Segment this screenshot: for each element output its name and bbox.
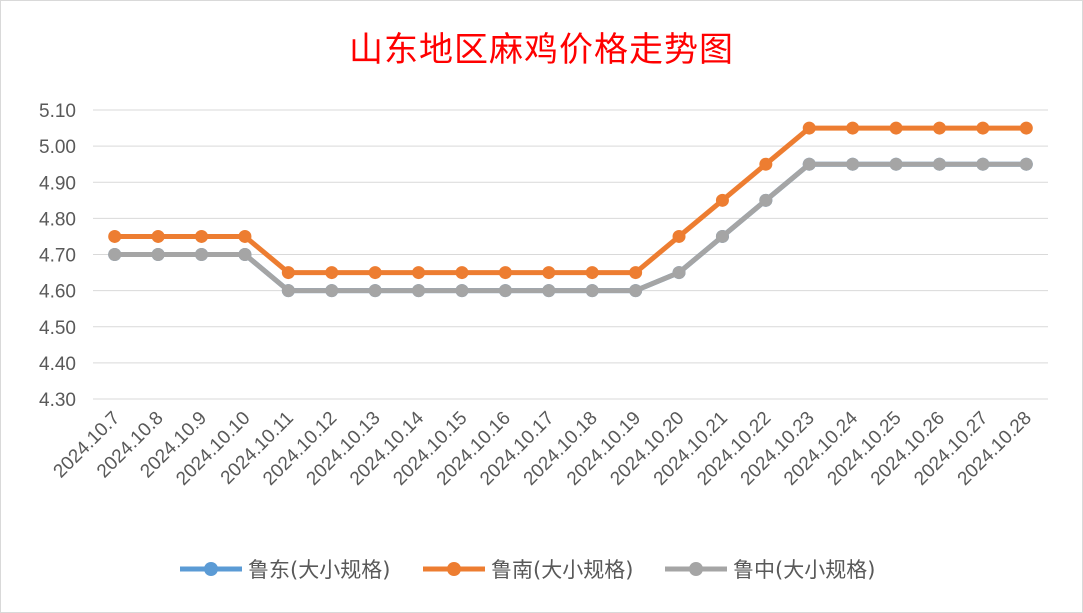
- data-point: [585, 266, 599, 280]
- data-point: [629, 266, 643, 280]
- data-point: [151, 248, 165, 261]
- data-point: [1019, 121, 1033, 135]
- legend-label: 鲁东(大小规格): [248, 558, 390, 582]
- data-point: [455, 266, 469, 280]
- data-point: [455, 284, 469, 298]
- data-point: [238, 248, 252, 261]
- legend-item-0: 鲁东(大小规格): [180, 558, 390, 582]
- series-0: [108, 157, 1033, 298]
- data-point: [542, 284, 556, 298]
- data-point: [238, 229, 252, 243]
- y-axis-ticks: 4.30 4.40 4.50 4.60 4.70 4.80 4.90 5.00 5.10: [39, 101, 76, 411]
- chart-title: 山东地区麻鸡价格走势图: [349, 30, 734, 70]
- series-line: [112, 161, 1029, 294]
- y-tick-label: 4.60: [39, 282, 76, 303]
- y-tick-label: 5.00: [39, 137, 76, 158]
- data-point: [846, 121, 860, 135]
- y-tick-label: 4.50: [39, 318, 76, 339]
- data-point: [108, 248, 122, 261]
- series-1: [108, 121, 1033, 280]
- legend: 鲁东(大小规格) 鲁南(大小规格) 鲁中(大小规格): [180, 558, 875, 582]
- data-point: [759, 157, 773, 171]
- data-point: [281, 266, 295, 280]
- series-line: [112, 125, 1029, 276]
- data-point: [281, 284, 295, 298]
- data-point: [672, 229, 686, 243]
- legend-marker: [447, 562, 461, 576]
- legend-marker: [204, 562, 218, 576]
- data-point: [932, 157, 946, 171]
- data-point: [498, 284, 512, 298]
- gridlines: [93, 109, 1048, 400]
- data-point: [976, 157, 990, 171]
- y-tick-label: 5.10: [39, 101, 76, 122]
- data-point: [412, 266, 426, 280]
- legend-label: 鲁中(大小规格): [733, 558, 875, 582]
- data-point: [672, 266, 686, 280]
- data-point: [629, 284, 643, 298]
- data-point: [802, 121, 816, 135]
- legend-marker: [689, 562, 703, 576]
- data-point: [889, 157, 903, 171]
- data-point: [889, 121, 903, 135]
- data-point: [759, 193, 773, 207]
- data-point: [325, 266, 339, 280]
- data-point: [412, 284, 426, 298]
- x-axis-ticks: 2024.10.72024.10.82024.10.92024.10.10202…: [50, 407, 1036, 489]
- series-layer: [108, 121, 1033, 298]
- data-point: [368, 284, 382, 298]
- data-point: [846, 157, 860, 171]
- series-2: [108, 157, 1033, 298]
- legend-item-2: 鲁中(大小规格): [665, 558, 875, 582]
- data-point: [108, 229, 122, 243]
- y-tick-label: 4.30: [39, 390, 76, 411]
- data-point: [715, 193, 729, 207]
- data-point: [585, 284, 599, 298]
- data-point: [802, 157, 816, 171]
- data-point: [1019, 157, 1033, 171]
- y-tick-label: 4.90: [39, 173, 76, 194]
- data-point: [932, 121, 946, 135]
- y-tick-label: 4.40: [39, 354, 76, 375]
- legend-item-1: 鲁南(大小规格): [423, 558, 633, 582]
- legend-label: 鲁南(大小规格): [491, 558, 633, 582]
- data-point: [195, 248, 209, 261]
- data-point: [498, 266, 512, 280]
- y-tick-label: 4.80: [39, 209, 76, 230]
- data-point: [368, 266, 382, 280]
- data-point: [715, 229, 729, 243]
- y-tick-label: 4.70: [39, 246, 76, 267]
- data-point: [325, 284, 339, 298]
- data-point: [976, 121, 990, 135]
- data-point: [151, 229, 165, 243]
- data-point: [195, 229, 209, 243]
- data-point: [542, 266, 556, 280]
